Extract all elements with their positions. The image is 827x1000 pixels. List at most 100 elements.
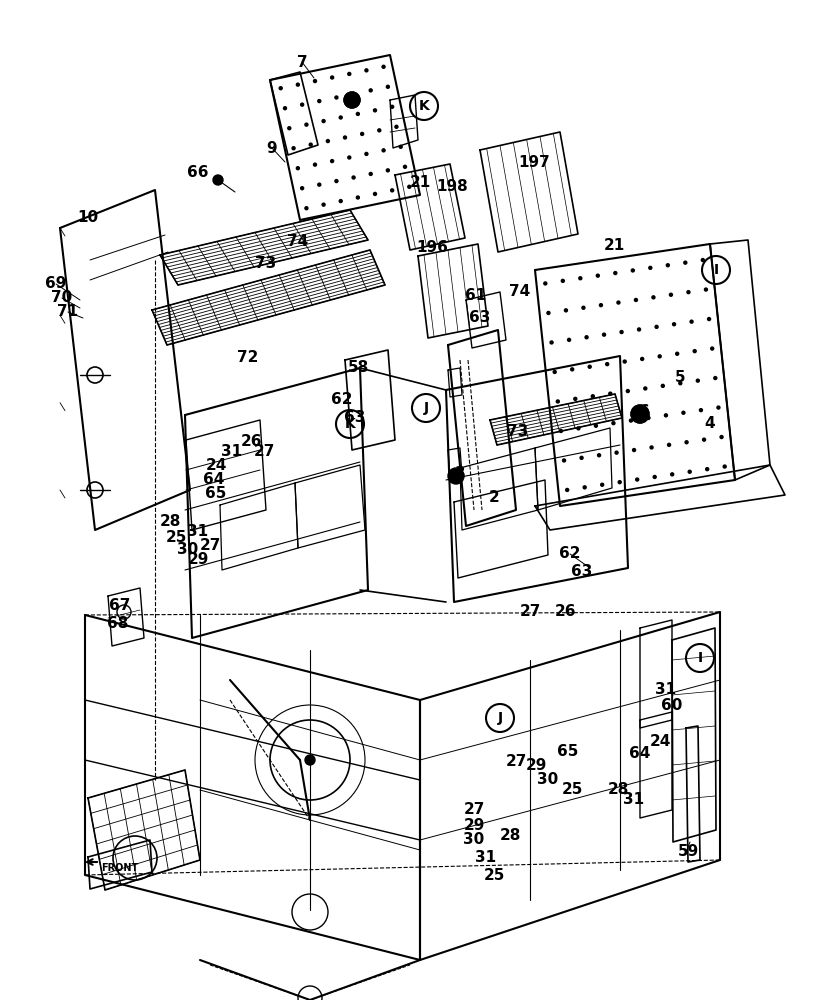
Circle shape xyxy=(686,291,689,294)
Circle shape xyxy=(602,333,605,336)
Text: 2: 2 xyxy=(488,490,499,506)
Text: I: I xyxy=(696,651,702,665)
Circle shape xyxy=(351,176,355,179)
Text: 198: 198 xyxy=(436,179,467,194)
Text: 21: 21 xyxy=(603,238,624,253)
Circle shape xyxy=(633,298,637,301)
Text: 73: 73 xyxy=(507,424,528,440)
Text: 66: 66 xyxy=(187,165,208,180)
Text: 5: 5 xyxy=(674,370,685,385)
Text: 31: 31 xyxy=(655,682,676,698)
Circle shape xyxy=(648,266,651,269)
Circle shape xyxy=(356,112,359,115)
Text: 27: 27 xyxy=(463,802,484,817)
Circle shape xyxy=(713,377,716,380)
Circle shape xyxy=(667,443,670,446)
Circle shape xyxy=(335,180,337,183)
Circle shape xyxy=(681,411,684,414)
Circle shape xyxy=(605,363,608,366)
Circle shape xyxy=(630,405,648,423)
Text: 74: 74 xyxy=(509,284,530,300)
Circle shape xyxy=(684,441,687,444)
Circle shape xyxy=(675,352,678,355)
Circle shape xyxy=(689,320,692,323)
Text: 25: 25 xyxy=(165,530,186,546)
Circle shape xyxy=(369,89,372,92)
Text: 65: 65 xyxy=(557,744,578,760)
Circle shape xyxy=(692,350,696,353)
Circle shape xyxy=(687,470,691,473)
Text: 26: 26 xyxy=(241,434,262,450)
Circle shape xyxy=(300,103,304,106)
Text: 196: 196 xyxy=(415,240,447,255)
Circle shape xyxy=(318,183,320,186)
Text: 26: 26 xyxy=(555,604,576,619)
Circle shape xyxy=(292,147,294,150)
Circle shape xyxy=(637,328,640,331)
Text: 62: 62 xyxy=(331,392,352,408)
Text: K: K xyxy=(418,99,429,113)
Circle shape xyxy=(322,120,325,123)
Circle shape xyxy=(361,132,363,135)
Text: 60: 60 xyxy=(661,698,682,714)
Circle shape xyxy=(613,272,616,275)
Circle shape xyxy=(611,422,614,425)
Circle shape xyxy=(279,87,282,90)
Circle shape xyxy=(330,76,333,79)
Text: 69: 69 xyxy=(45,276,67,292)
Circle shape xyxy=(339,200,342,203)
Circle shape xyxy=(581,306,584,309)
Text: 6: 6 xyxy=(638,404,648,420)
Circle shape xyxy=(716,406,719,409)
Text: 62: 62 xyxy=(558,546,580,562)
Circle shape xyxy=(356,196,359,199)
Circle shape xyxy=(552,370,556,373)
Text: 30: 30 xyxy=(537,772,558,787)
Circle shape xyxy=(661,384,663,387)
Circle shape xyxy=(653,475,655,478)
Circle shape xyxy=(580,456,582,459)
Text: 71: 71 xyxy=(57,304,79,320)
Circle shape xyxy=(700,259,704,262)
Circle shape xyxy=(618,481,620,484)
Circle shape xyxy=(447,468,463,484)
Circle shape xyxy=(394,125,398,128)
Text: 29: 29 xyxy=(463,818,484,833)
Circle shape xyxy=(373,192,376,195)
Text: 68: 68 xyxy=(108,616,128,632)
Circle shape xyxy=(381,65,385,68)
Text: 27: 27 xyxy=(253,444,275,460)
Circle shape xyxy=(335,96,337,99)
Circle shape xyxy=(672,323,675,326)
Text: 63: 63 xyxy=(571,564,592,580)
Text: 58: 58 xyxy=(347,360,368,375)
Circle shape xyxy=(407,185,410,188)
Circle shape xyxy=(300,187,304,190)
Circle shape xyxy=(629,419,632,422)
Circle shape xyxy=(654,325,657,328)
Circle shape xyxy=(562,459,565,462)
Circle shape xyxy=(377,129,380,132)
Text: 64: 64 xyxy=(203,473,224,488)
Circle shape xyxy=(668,293,672,296)
Circle shape xyxy=(283,107,286,110)
Circle shape xyxy=(304,207,308,210)
Text: 31: 31 xyxy=(623,792,643,807)
Circle shape xyxy=(373,109,376,112)
Circle shape xyxy=(330,160,333,163)
Circle shape xyxy=(632,449,635,452)
Text: 4: 4 xyxy=(704,416,715,432)
Circle shape xyxy=(643,387,646,390)
Circle shape xyxy=(369,172,372,175)
Text: 64: 64 xyxy=(629,746,650,762)
Circle shape xyxy=(543,282,546,285)
Circle shape xyxy=(573,397,576,400)
Text: I: I xyxy=(713,263,718,277)
Circle shape xyxy=(619,331,622,334)
Circle shape xyxy=(608,392,611,395)
Text: 25: 25 xyxy=(483,868,504,883)
Text: FRONT: FRONT xyxy=(101,863,138,873)
Circle shape xyxy=(304,755,314,765)
Circle shape xyxy=(600,483,603,486)
Circle shape xyxy=(657,355,661,358)
